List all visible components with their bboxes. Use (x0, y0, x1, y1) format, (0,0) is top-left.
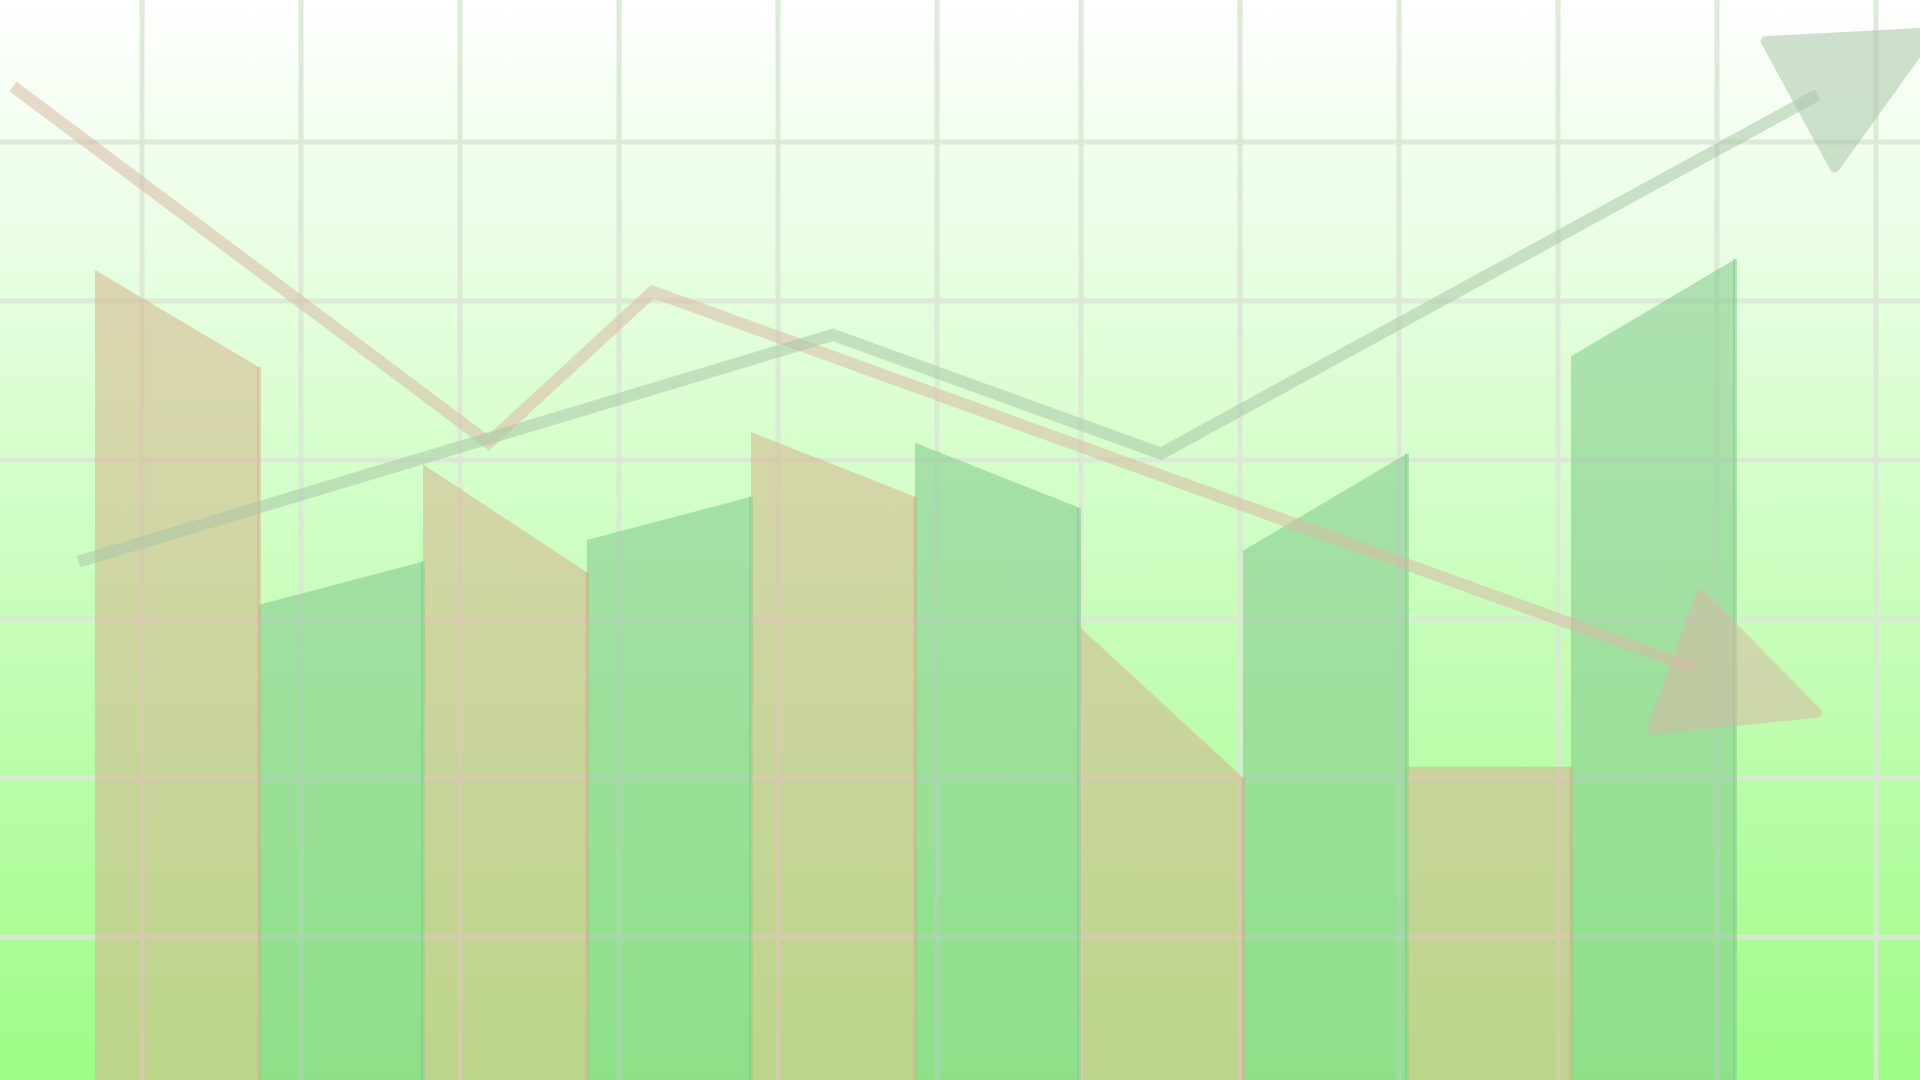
bars (95, 259, 1737, 1080)
trend-line-down (9, 81, 1697, 675)
bar (1571, 259, 1735, 1080)
bar (1243, 453, 1407, 1080)
bar (587, 496, 751, 1080)
bar (915, 442, 1079, 1080)
bar (1079, 626, 1243, 1080)
trend-line-up (76, 89, 1821, 568)
arrowhead-up (1760, 28, 1920, 173)
arrowhead-down (1646, 589, 1822, 735)
bar (95, 270, 259, 1080)
bar (423, 464, 587, 1080)
trend-lines (9, 28, 1920, 735)
bar (1407, 766, 1571, 1080)
bar (751, 432, 915, 1080)
bar (259, 561, 423, 1080)
